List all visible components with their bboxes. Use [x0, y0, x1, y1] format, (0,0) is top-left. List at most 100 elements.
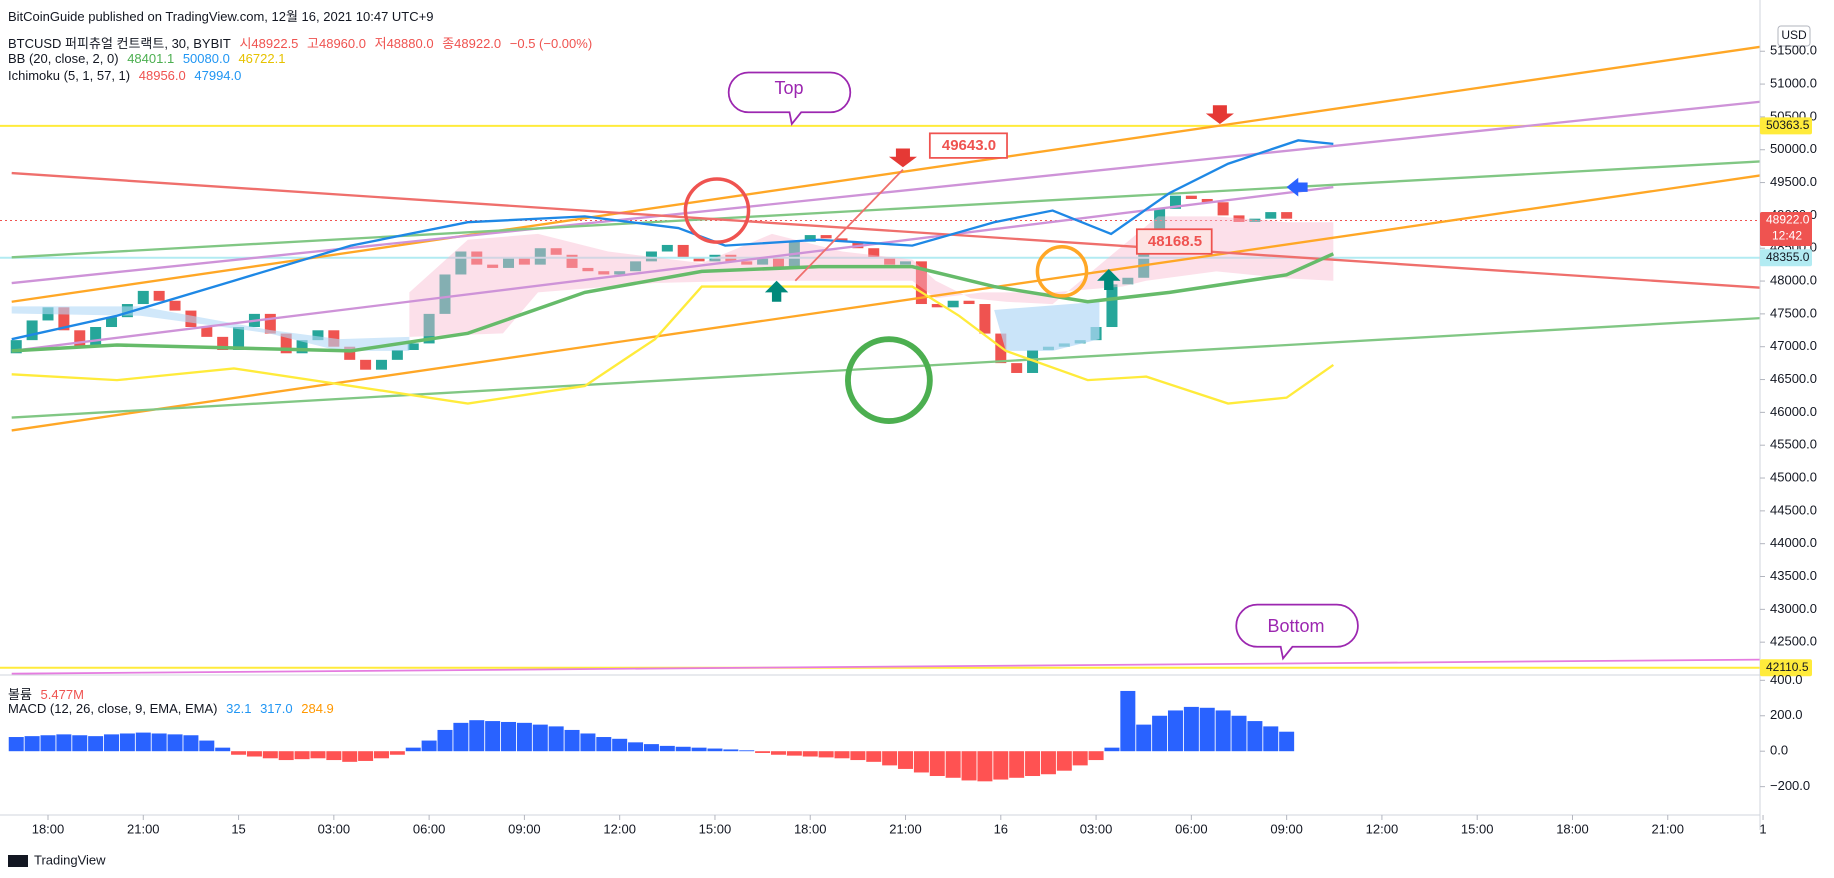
macd-bar	[1183, 706, 1199, 752]
candle-body	[201, 327, 213, 337]
candle-body	[693, 258, 705, 262]
candle-body	[677, 244, 689, 259]
candle-body	[90, 327, 102, 347]
candle-body	[217, 336, 229, 350]
macd-name: MACD (12, 26, close, 9, EMA, EMA)	[8, 701, 218, 716]
x-tick-label: 18:00	[32, 821, 65, 836]
candle-body	[534, 248, 546, 265]
macd-bar	[405, 747, 421, 752]
x-tick-label: 1	[1759, 821, 1766, 836]
price-label-box	[1760, 212, 1812, 247]
candle-body	[947, 300, 959, 308]
candle-body	[566, 254, 578, 268]
candle-body	[630, 261, 642, 272]
x-tick-label: 18:00	[1556, 821, 1589, 836]
macd-bar	[866, 751, 882, 762]
x-tick-label: 12:00	[1366, 821, 1399, 836]
ichimoku-name: Ichimoku (5, 1, 57, 1)	[8, 68, 131, 83]
candle-body	[1249, 218, 1261, 222]
macd-bar	[72, 735, 88, 752]
price-countdown: 12:42	[1772, 229, 1802, 243]
candle-body	[645, 251, 657, 262]
candle-body	[1265, 212, 1277, 219]
candle-body	[423, 313, 435, 344]
y-tick-label: 45000.0	[1770, 469, 1817, 484]
x-tick-label: 21:00	[127, 821, 160, 836]
macd-bar	[342, 751, 358, 762]
macd-bar	[786, 751, 802, 756]
annotation-bottom: Bottom	[1267, 616, 1324, 636]
bb-basis: 48401.1	[127, 51, 175, 66]
y-tick-label: 46500.0	[1770, 371, 1817, 386]
candle-body	[375, 359, 387, 370]
ohlc-open: 시48922.5	[239, 36, 299, 51]
macd-bar	[1088, 751, 1104, 761]
candle-body	[503, 258, 515, 268]
macd-bar	[1120, 690, 1136, 752]
candle-body	[137, 290, 149, 305]
macd-bar	[24, 736, 40, 752]
volume-name: 볼륨	[8, 687, 32, 702]
x-tick-label: 06:00	[413, 821, 446, 836]
candle-body	[360, 359, 372, 370]
candle-body	[1138, 241, 1150, 278]
x-tick-label: 16	[994, 821, 1008, 836]
candle-body	[836, 238, 848, 242]
candle-body	[820, 235, 832, 239]
macd-bar	[1009, 751, 1025, 778]
macd-bar	[1231, 715, 1247, 752]
candle-body	[10, 340, 22, 354]
price-label-box	[1760, 659, 1812, 677]
candle-body	[407, 343, 419, 350]
candle-body	[280, 333, 292, 354]
bb-name: BB (20, close, 2, 0)	[8, 51, 119, 66]
macd-bar	[675, 746, 691, 752]
macd-bar	[167, 734, 183, 752]
x-tick-label: 21:00	[1651, 821, 1684, 836]
macd-bar	[421, 740, 437, 752]
macd-bar	[929, 751, 945, 777]
y-tick-label: 50000.0	[1770, 141, 1817, 156]
footer-brand: TradingView	[34, 852, 106, 867]
macd-bar	[215, 747, 231, 752]
candle-body	[931, 304, 943, 308]
macd-hist: 32.1	[226, 701, 252, 716]
macd-bar	[532, 724, 548, 752]
currency-badge[interactable]	[1777, 25, 1811, 47]
macd-bar	[993, 751, 1009, 780]
y-tick-label: 47500.0	[1770, 305, 1817, 320]
macd-bar	[898, 751, 914, 769]
macd-bar	[1136, 724, 1152, 752]
header: BitCoinGuide published on TradingView.co…	[8, 6, 438, 25]
macd-bar	[501, 721, 517, 752]
x-tick-label: 18:00	[794, 821, 827, 836]
macd-bar	[485, 721, 501, 752]
currency: USD	[1781, 28, 1807, 42]
macd-bar	[278, 751, 294, 761]
macd-bar	[469, 720, 485, 752]
macd-bar	[977, 751, 993, 782]
macd-bar	[358, 751, 374, 761]
macd-bar	[1152, 715, 1168, 752]
ohlc-close: 종48922.0	[442, 36, 502, 51]
y-tick-label: 45500.0	[1770, 437, 1817, 452]
ichimoku-b: 47994.0	[194, 68, 242, 83]
y-tick-label: 49500.0	[1770, 174, 1817, 189]
macd-bar	[135, 732, 151, 752]
candle-body	[741, 261, 753, 265]
y-tick-label: 43000.0	[1770, 601, 1817, 616]
macd-bar	[882, 751, 898, 766]
macd-bar	[628, 742, 644, 752]
macd-bar	[1072, 751, 1088, 766]
candle-body	[58, 307, 70, 331]
x-tick-label: 03:00	[318, 821, 351, 836]
ohlc-low: 저48880.0	[374, 36, 434, 51]
x-tick-label: 09:00	[1270, 821, 1303, 836]
y-tick-label: 51500.0	[1770, 43, 1817, 58]
macd-bar	[199, 740, 215, 752]
macd-bar	[389, 751, 405, 755]
candle-body	[661, 244, 673, 252]
macd-bar	[1040, 751, 1056, 775]
macd-bar	[119, 733, 135, 752]
